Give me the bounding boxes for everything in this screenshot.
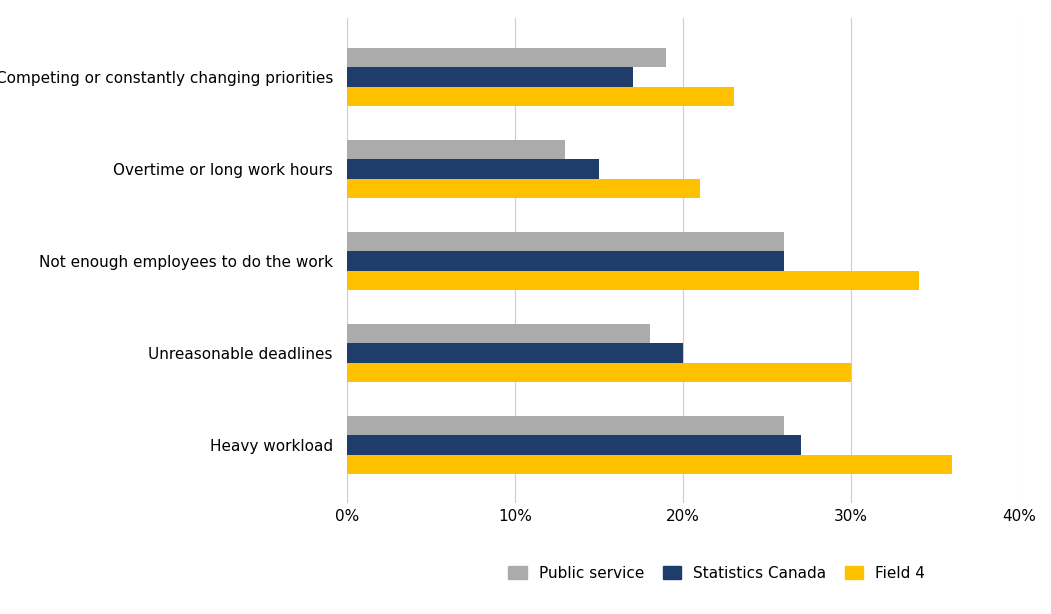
Bar	[347, 435, 801, 455]
Bar	[347, 48, 666, 67]
Bar	[347, 363, 851, 382]
Bar	[347, 324, 650, 343]
Bar	[347, 251, 784, 271]
Bar	[347, 271, 919, 290]
Bar	[347, 67, 633, 87]
Bar	[347, 231, 784, 251]
Bar	[347, 140, 565, 159]
Legend: Public service, Statistics Canada, Field 4: Public service, Statistics Canada, Field…	[502, 559, 931, 587]
Bar	[347, 87, 734, 106]
Bar	[347, 455, 952, 474]
Bar	[347, 179, 700, 198]
Bar	[347, 416, 784, 435]
Bar	[347, 343, 683, 363]
Bar	[347, 159, 599, 179]
